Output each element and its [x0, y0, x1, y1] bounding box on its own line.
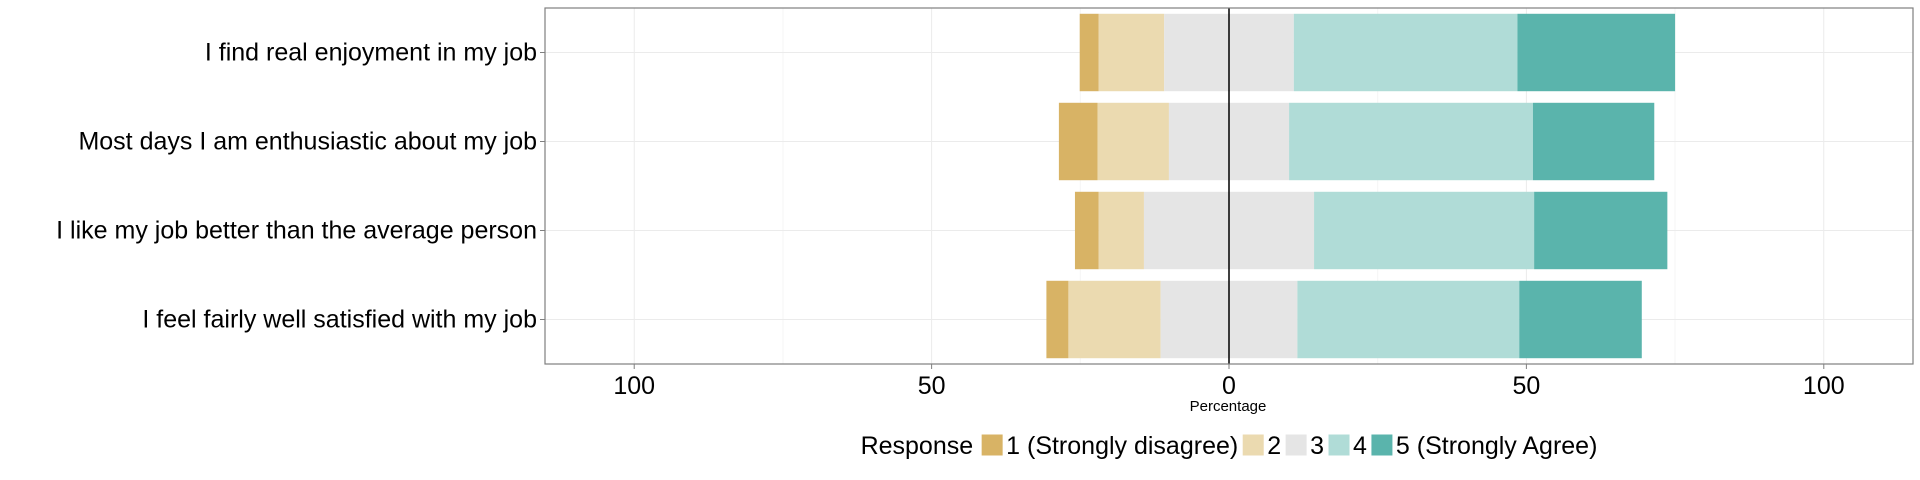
category-label: I like my job better than the average pe…	[56, 217, 537, 245]
bar-segment	[1097, 102, 1169, 181]
bar-segment	[1098, 13, 1165, 92]
legend-label: 4	[1353, 432, 1367, 460]
x-tick-label: 50	[1512, 372, 1540, 400]
legend: Response 1 (Strongly disagree) 2 3 4 5 (Stron…	[861, 432, 1598, 460]
legend-label: 3	[1310, 432, 1324, 460]
legend-key	[1327, 433, 1351, 457]
legend-label: 5 (Strongly Agree)	[1396, 432, 1598, 460]
bar-segment	[1534, 191, 1668, 270]
x-tick-labels: 100 50 0 50 100	[613, 364, 1845, 400]
x-tick-label: 50	[918, 372, 946, 400]
category-label: Most days I am enthusiastic about my job	[78, 128, 537, 156]
bar-segment	[1517, 13, 1676, 92]
bar-segment	[1046, 280, 1069, 359]
legend-label: 1 (Strongly disagree)	[1006, 432, 1238, 460]
bar-segment	[1068, 280, 1161, 359]
category-label: I feel fairly well satisfied with my job	[142, 306, 537, 334]
bar-segment	[1293, 13, 1518, 92]
x-tick-label: 100	[613, 372, 655, 400]
category-label: I find real enjoyment in my job	[205, 39, 537, 67]
category-labels: I find real enjoyment in my job Most days…	[56, 39, 545, 334]
legend-key	[980, 433, 1004, 457]
bar-segment	[1532, 102, 1655, 181]
x-tick-label: 100	[1803, 372, 1845, 400]
bar-segment	[1098, 191, 1144, 270]
legend-key	[1370, 433, 1394, 457]
bar-segment	[1519, 280, 1642, 359]
legend-label: 2	[1267, 432, 1281, 460]
legend-title: Response	[861, 432, 974, 460]
bar-segment	[1314, 191, 1535, 270]
bar-segment	[1074, 191, 1099, 270]
legend-key	[1284, 433, 1308, 457]
bar-segment	[1058, 102, 1098, 181]
bar-segment	[1289, 102, 1533, 181]
legend-key	[1241, 433, 1265, 457]
x-axis-label: Percentage	[1190, 398, 1267, 415]
x-tick-label: 0	[1222, 372, 1236, 400]
bar-segment	[1079, 13, 1099, 92]
bar-segment	[1297, 280, 1520, 359]
